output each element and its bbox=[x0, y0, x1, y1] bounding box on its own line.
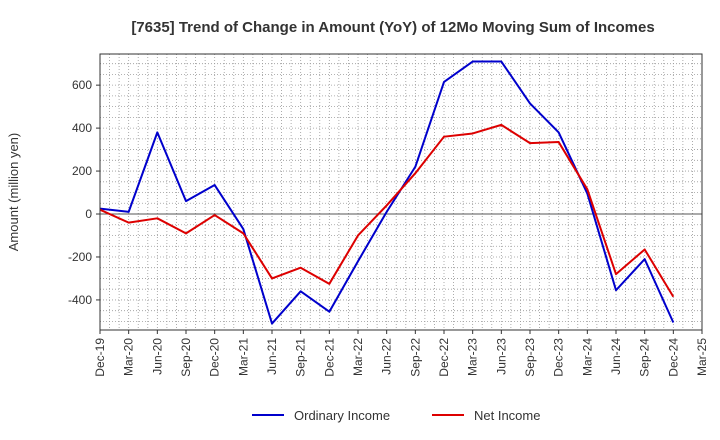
x-tick-label: Dec-21 bbox=[322, 338, 336, 377]
x-tick-label: Mar-25 bbox=[695, 338, 709, 376]
x-tick-label: Dec-22 bbox=[437, 338, 451, 377]
grid bbox=[100, 54, 702, 330]
legend-label: Ordinary Income bbox=[294, 408, 390, 423]
x-tick-label: Dec-19 bbox=[93, 338, 107, 377]
x-tick-label: Dec-23 bbox=[552, 338, 566, 377]
x-tick-label: Sep-21 bbox=[294, 338, 308, 377]
legend: Ordinary Income Net Income bbox=[252, 408, 540, 423]
x-tick-label: Dec-24 bbox=[666, 338, 680, 377]
x-tick-label: Dec-20 bbox=[208, 338, 222, 377]
x-tick-label: Mar-21 bbox=[236, 338, 250, 376]
legend-label: Net Income bbox=[474, 408, 540, 423]
x-tick-label: Jun-23 bbox=[494, 338, 508, 375]
x-tick-label: Jun-21 bbox=[265, 338, 279, 375]
x-tick-label: Jun-24 bbox=[609, 338, 623, 375]
x-tick-label: Sep-24 bbox=[638, 338, 652, 377]
series-line-1 bbox=[99, 123, 675, 298]
plot-frame bbox=[99, 53, 703, 331]
x-tick-label: Jun-22 bbox=[380, 338, 394, 375]
x-tick-label: Mar-23 bbox=[466, 338, 480, 376]
y-tick-label: 200 bbox=[72, 164, 92, 178]
y-tick-label: 400 bbox=[72, 121, 92, 135]
y-tick-label: 0 bbox=[85, 207, 92, 221]
x-tick-label: Sep-22 bbox=[408, 338, 422, 377]
y-ticks: -400 -200 0 200 400 600 bbox=[68, 78, 100, 307]
x-ticks: Dec-19 Mar-20 Jun-20 Sep-20 Dec-20 Mar-21 Jun-… bbox=[93, 330, 709, 377]
x-tick-label: Sep-20 bbox=[179, 338, 193, 377]
x-tick-label: Mar-24 bbox=[580, 338, 594, 376]
x-tick-label: Mar-22 bbox=[351, 338, 365, 376]
series-layer bbox=[99, 60, 675, 325]
y-axis-label: Amount (million yen) bbox=[6, 133, 21, 252]
y-tick-label: -200 bbox=[68, 250, 92, 264]
y-tick-label: -400 bbox=[68, 293, 92, 307]
chart-title: [7635] Trend of Change in Amount (YoY) o… bbox=[131, 19, 654, 36]
y-tick-label: 600 bbox=[72, 78, 92, 92]
x-tick-label: Mar-20 bbox=[122, 338, 136, 376]
x-tick-label: Sep-23 bbox=[523, 338, 537, 377]
x-tick-label: Jun-20 bbox=[150, 338, 164, 375]
